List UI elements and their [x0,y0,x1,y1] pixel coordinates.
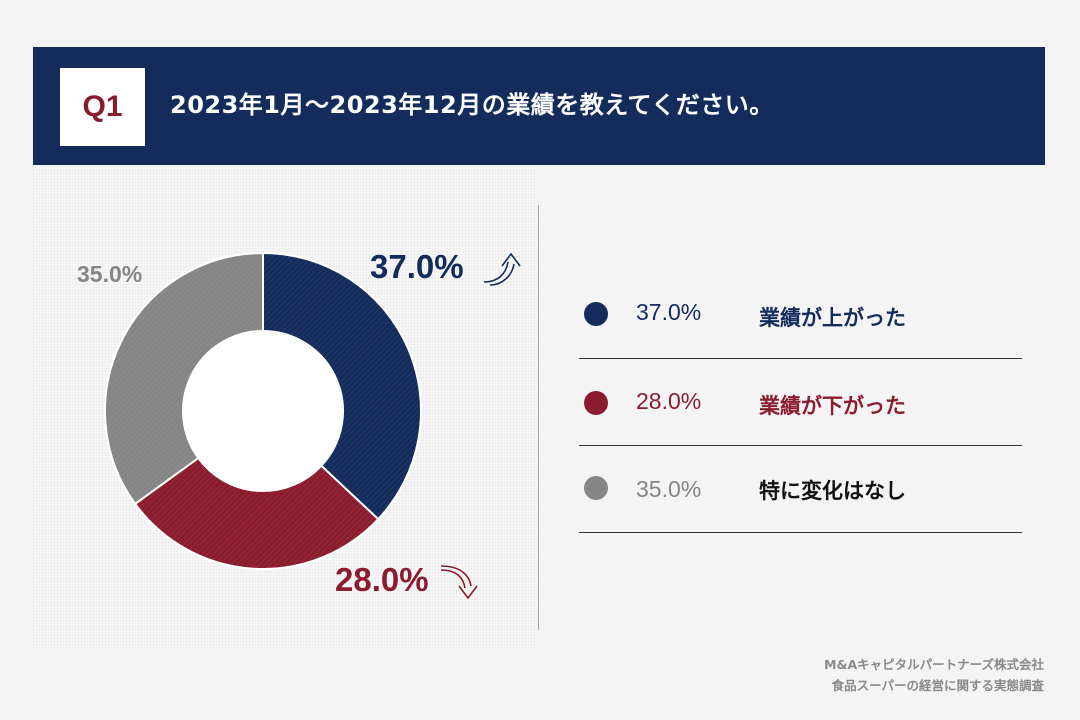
legend-label: 特に変化はなし [759,479,906,503]
donut-hole [184,332,342,490]
donut-slice-no-change [104,251,264,506]
question-number-badge: Q1 [60,68,145,146]
donut-chart-panel: 37.0% 28.0% 35.0% [33,168,538,648]
slice-label-no-change: 35.0% [77,261,143,287]
question-text: 2023年1月～2023年12月の業績を教えてください。 [170,91,774,119]
down-arrow-icon [440,565,478,600]
question-header: Q1 2023年1月～2023年12月の業績を教えてください。 [33,47,1045,165]
donut-slice-up [262,251,422,521]
legend-item-up: 37.0% 業績が上がった [579,272,1022,359]
footer-credit: M&Aキャピタルパートナーズ株式会社 食品スーパーの経営に関する実態調査 [824,654,1044,696]
slice-label-up: 37.0% [370,248,464,285]
legend-value: 28.0% [636,388,702,414]
legend-value: 35.0% [636,476,702,502]
vertical-divider [538,205,539,630]
donut-chart [104,251,422,570]
legend-label: 業績が下がった [759,394,906,418]
slice-label-down: 28.0% [335,561,429,598]
legend-dot-crimson [584,391,608,415]
footer-company: M&Aキャピタルパートナーズ株式会社 [824,657,1044,672]
legend-item-no-change: 35.0% 特に変化はなし [579,446,1022,533]
legend: 37.0% 業績が上がった 28.0% 業績が下がった 35.0% 特に変化はな… [579,272,1022,533]
legend-label: 業績が上がった [759,306,906,330]
legend-dot-gray [584,476,608,500]
legend-value: 37.0% [636,299,702,325]
footer-survey: 食品スーパーの経営に関する実態調査 [831,678,1044,693]
donut-slice-down [133,456,380,570]
up-arrow-icon [483,252,521,286]
legend-item-down: 28.0% 業績が下がった [579,359,1022,446]
legend-dot-navy [584,302,608,326]
